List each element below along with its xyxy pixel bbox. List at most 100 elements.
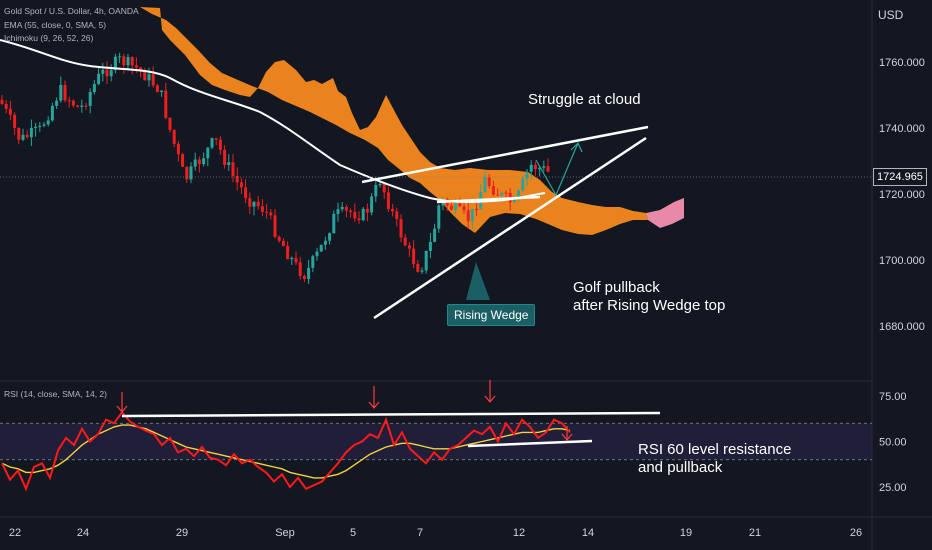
candle-body — [420, 270, 424, 272]
candle-body — [416, 263, 420, 272]
ema-legend[interactable]: EMA (55, close, 0, SMA, 5) — [4, 20, 107, 30]
rsi-down-arrowhead — [116, 405, 128, 413]
candle-body — [290, 258, 294, 260]
candle-body — [407, 245, 411, 249]
candle-body — [298, 262, 302, 276]
ichimoku-legend[interactable]: Ichimoku (9, 26, 52, 26) — [4, 33, 94, 43]
ema-55-line — [0, 39, 546, 203]
candle-body — [315, 251, 319, 257]
candle-body — [227, 162, 231, 165]
candle-body — [151, 74, 155, 86]
currency-label[interactable]: USD — [878, 8, 904, 22]
candle-body — [55, 100, 59, 106]
candle-body — [483, 177, 487, 193]
candle-body — [487, 177, 491, 187]
candle-body — [118, 56, 122, 58]
candle-body — [428, 241, 432, 251]
candle-body — [386, 192, 390, 209]
candle-body — [185, 166, 189, 180]
candle-body — [302, 275, 306, 280]
axes: 1680.000 1700.000 1720.000 1740.000 1760.000… — [9, 57, 925, 539]
candle-body — [529, 164, 533, 172]
candle-body — [433, 228, 437, 242]
annotation-rsi-2: and pullback — [638, 459, 723, 476]
symbol-legend[interactable]: Gold Spot / U.S. Dollar, 4h, OANDA — [4, 6, 139, 16]
price-tick-label: 1740.000 — [879, 123, 925, 135]
candle-body — [311, 256, 315, 268]
candle-body — [504, 192, 508, 194]
candle-body — [269, 212, 273, 216]
candle-body — [328, 233, 332, 241]
time-tick-label: 24 — [77, 527, 89, 539]
candle-body — [239, 182, 243, 188]
candle-body — [92, 84, 96, 93]
projection-arrow — [535, 141, 583, 197]
candle-body — [462, 206, 466, 211]
candle-body — [542, 166, 546, 168]
candle-body — [281, 240, 285, 247]
candle-body — [277, 236, 281, 241]
candle-body — [273, 215, 277, 237]
rsi-resistance-line — [121, 411, 661, 418]
candle-body — [42, 124, 46, 126]
candle-body — [307, 267, 311, 280]
candle-body — [155, 85, 159, 93]
candle-body — [391, 208, 395, 212]
candle-body — [168, 117, 172, 130]
candle-body — [412, 248, 416, 264]
rsi-tick-label: 25.00 — [879, 482, 907, 494]
candle-body — [164, 90, 168, 118]
candle-body — [470, 208, 474, 222]
candle-body — [357, 218, 361, 221]
candle-body — [374, 185, 378, 197]
candle-body — [105, 69, 109, 77]
candle-body — [143, 70, 147, 81]
candle-body — [84, 105, 88, 107]
time-tick-label: 26 — [850, 527, 862, 539]
candle-body — [454, 203, 458, 210]
wedge-upper-line — [361, 125, 649, 184]
time-tick-label: Sep — [275, 527, 295, 539]
candle-body — [378, 184, 382, 186]
candle-body — [382, 184, 386, 193]
candle-body — [126, 57, 130, 66]
annotation-pullback-2: after Rising Wedge top — [573, 297, 726, 314]
candle-body — [38, 125, 42, 127]
wedge-lower-line — [373, 136, 647, 320]
rsi-panel — [0, 380, 872, 492]
candle-body — [370, 196, 374, 213]
candle-body — [59, 84, 63, 101]
rsi-legend[interactable]: RSI (14, close, SMA, 14, 2) — [4, 389, 107, 399]
candle-body — [449, 205, 453, 210]
candle-body — [218, 139, 222, 150]
price-tick-label: 1700.000 — [879, 255, 925, 267]
time-tick-label: 19 — [680, 527, 692, 539]
candle-body — [260, 206, 264, 212]
drawings — [0, 125, 872, 320]
time-tick-label: 21 — [749, 527, 761, 539]
annotation-rsi-1: RSI 60 level resistance — [638, 441, 792, 458]
time-tick-label: 14 — [582, 527, 594, 539]
candle-body — [336, 209, 340, 214]
candle-body — [466, 210, 470, 222]
price-tick-label: 1720.000 — [879, 189, 925, 201]
candle-body — [244, 187, 248, 199]
candle-body — [500, 192, 504, 196]
badge-pointer — [466, 262, 490, 300]
candle-body — [193, 159, 197, 167]
time-tick-label: 22 — [9, 527, 21, 539]
rsi-down-arrowhead — [368, 401, 380, 409]
candle-body — [25, 134, 29, 138]
candle-body — [122, 56, 126, 66]
candle-body — [294, 258, 298, 263]
candle-body — [475, 208, 479, 210]
rising-wedge-badge: Rising Wedge — [447, 304, 536, 326]
candle-body — [458, 203, 462, 207]
candle-body — [323, 240, 327, 245]
candle-body — [67, 100, 71, 102]
rsi-down-arrowhead — [484, 395, 496, 403]
candle-body — [172, 129, 176, 144]
candle-body — [46, 120, 50, 125]
